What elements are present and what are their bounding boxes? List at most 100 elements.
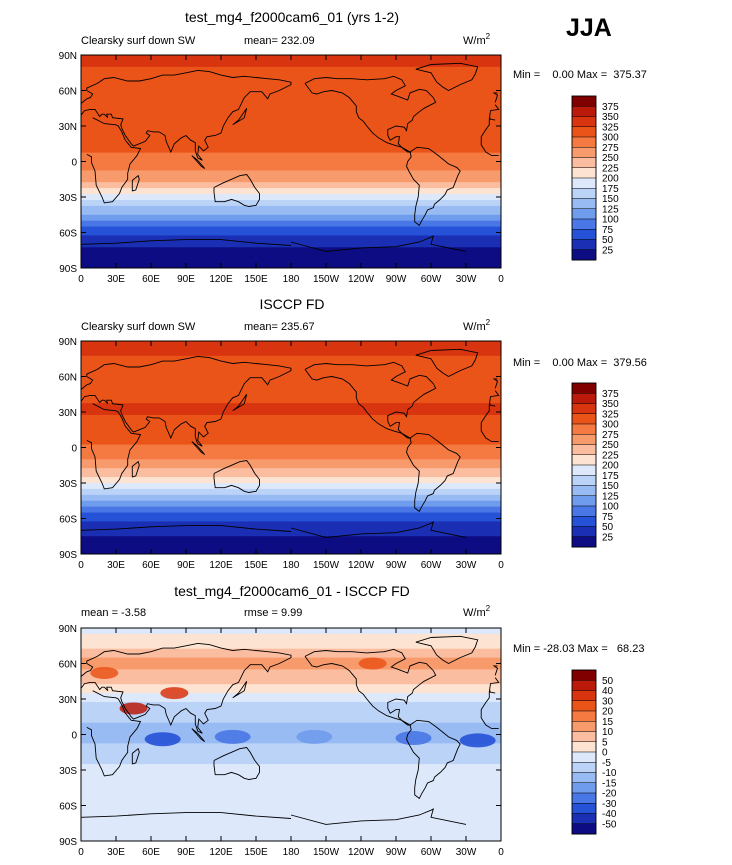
lon-tick-label: 150W bbox=[313, 847, 340, 858]
panel-title: test_mg4_f2000cam6_01 (yrs 1-2) bbox=[185, 9, 399, 25]
field-label: Clearsky surf down SW bbox=[81, 321, 196, 333]
field-band bbox=[81, 817, 501, 821]
field-band bbox=[81, 241, 501, 245]
field-band bbox=[81, 740, 501, 744]
field-band bbox=[81, 161, 501, 166]
coastline bbox=[488, 117, 491, 120]
colorbar-label: 150 bbox=[602, 194, 619, 205]
field-band bbox=[81, 545, 501, 549]
lat-tick-label: 30S bbox=[59, 479, 77, 490]
field-band bbox=[81, 755, 501, 759]
colorbar-label: 275 bbox=[602, 430, 619, 441]
lon-tick-label: 90W bbox=[386, 560, 407, 571]
lon-tick-label: 120E bbox=[209, 274, 233, 285]
lon-tick-label: 30W bbox=[456, 847, 477, 858]
lon-tick-label: 120W bbox=[348, 560, 375, 571]
field-band bbox=[81, 441, 501, 446]
colorbar-box bbox=[571, 495, 597, 507]
lon-tick-label: 90E bbox=[177, 847, 195, 858]
colorbar-label: 125 bbox=[602, 204, 619, 215]
lon-tick-label: 0 bbox=[78, 274, 84, 285]
field-band bbox=[81, 459, 501, 463]
field-band bbox=[81, 772, 501, 777]
coastline bbox=[191, 441, 206, 455]
field-band bbox=[81, 128, 501, 133]
colorbar-box bbox=[571, 731, 597, 743]
units-exponent: 2 bbox=[486, 604, 491, 613]
lat-tick-label: 60S bbox=[59, 802, 77, 813]
field-band bbox=[81, 752, 501, 756]
coastline bbox=[191, 155, 206, 169]
field-band bbox=[81, 105, 501, 109]
field-band bbox=[81, 202, 501, 207]
colorbar-label: 325 bbox=[602, 409, 619, 420]
colorbar-label: 375 bbox=[602, 389, 619, 400]
colorbar-label: -20 bbox=[602, 789, 617, 800]
colorbar-box bbox=[571, 690, 597, 702]
field-band bbox=[81, 102, 501, 106]
field-band bbox=[81, 693, 501, 697]
lat-tick-label: 30N bbox=[59, 122, 77, 133]
field-band bbox=[81, 117, 501, 121]
field-band bbox=[81, 796, 501, 801]
colorbar-box bbox=[571, 218, 597, 230]
lon-tick-label: 90W bbox=[386, 847, 407, 858]
colorbar-box bbox=[571, 229, 597, 240]
colorbar-box bbox=[571, 239, 597, 251]
field-band bbox=[81, 414, 501, 419]
mean-label: mean = -3.58 bbox=[81, 607, 146, 619]
colorbar-box bbox=[571, 741, 597, 753]
field-band bbox=[81, 518, 501, 523]
field-band bbox=[81, 743, 501, 747]
field-band bbox=[81, 120, 501, 124]
field-band bbox=[81, 205, 501, 210]
units-exponent: 2 bbox=[486, 32, 491, 41]
lon-tick-label: 60E bbox=[142, 274, 160, 285]
field-band bbox=[81, 820, 501, 824]
lon-tick-label: 120E bbox=[209, 847, 233, 858]
colorbar-box bbox=[571, 813, 597, 825]
coastline bbox=[81, 69, 292, 161]
lat-tick-label: 60S bbox=[59, 229, 77, 240]
field-band bbox=[81, 355, 501, 360]
field-band bbox=[81, 823, 501, 827]
field-band bbox=[81, 699, 501, 703]
rmse-label: rmse = 9.99 bbox=[244, 607, 302, 619]
map-field bbox=[81, 341, 501, 554]
field-band bbox=[81, 684, 501, 688]
field-band bbox=[81, 666, 501, 671]
field-band bbox=[81, 370, 501, 375]
colorbar-box bbox=[571, 772, 597, 784]
field-band bbox=[81, 728, 501, 733]
field-band bbox=[81, 394, 501, 398]
colorbar-box bbox=[571, 454, 597, 466]
field-label: Clearsky surf down SW bbox=[81, 35, 196, 47]
field-band bbox=[81, 832, 501, 836]
field-band bbox=[81, 536, 501, 540]
field-band bbox=[81, 494, 501, 499]
field-band bbox=[81, 509, 501, 514]
lat-tick-label: 60N bbox=[59, 87, 77, 98]
field-band bbox=[81, 474, 501, 478]
colorbar-box bbox=[571, 516, 597, 527]
colorbar-label: 200 bbox=[602, 461, 619, 472]
coastline bbox=[492, 665, 499, 676]
colorbar: 3753503253002752502252001751501251007550… bbox=[571, 95, 619, 261]
field-band bbox=[81, 515, 501, 520]
field-band bbox=[81, 385, 501, 389]
field-band bbox=[81, 349, 501, 354]
coastline bbox=[81, 812, 292, 819]
coastline bbox=[81, 525, 292, 532]
colorbar-label: 175 bbox=[602, 184, 619, 195]
colorbar-label: 75 bbox=[602, 225, 614, 236]
field-band bbox=[81, 72, 501, 77]
coastline bbox=[213, 174, 260, 207]
field-band bbox=[81, 539, 501, 543]
anomaly-blob bbox=[144, 732, 181, 747]
colorbar-box bbox=[571, 106, 597, 117]
field-band bbox=[81, 432, 501, 437]
field-band bbox=[81, 199, 501, 204]
units-label: W/m2 bbox=[463, 318, 491, 333]
coastline bbox=[86, 690, 142, 777]
